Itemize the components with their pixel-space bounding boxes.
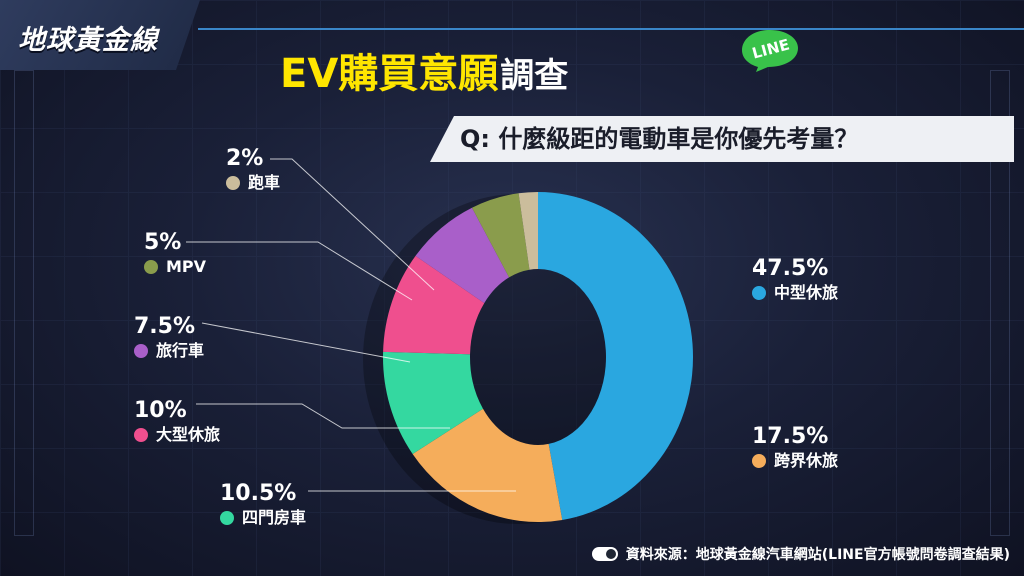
data-label: 7.5% — [134, 314, 196, 339]
toggle-icon — [591, 547, 618, 561]
source-text: 資料來源：地球黃金線汽車網站(LINE官方帳號問卷調查結果) — [625, 547, 1010, 563]
legend-dot-icon — [134, 344, 148, 358]
question-text: Q: 什麼級距的電動車是你優先考量？ — [460, 125, 859, 153]
donut-slice-7 — [518, 192, 538, 270]
legend-entry: MPV — [144, 256, 206, 278]
legend-label: 旅行車 — [156, 341, 205, 360]
legend-label: MPV — [166, 257, 207, 276]
legend-label: 中型休旅 — [774, 283, 839, 302]
leader-line-4 — [196, 403, 450, 429]
page-title: EV購買意願 調查 — [280, 40, 568, 100]
donut-slice-1 — [538, 192, 693, 520]
question-banner — [430, 116, 1014, 162]
brand-logo — [0, 0, 200, 70]
leader-lines — [186, 158, 516, 492]
right-rail — [990, 70, 1010, 536]
data-label: 47.5% — [752, 256, 829, 281]
data-label: 2% — [226, 146, 264, 171]
callout-3: 10.5% 四門房車 — [220, 481, 306, 529]
data-label: 10% — [134, 398, 187, 423]
source-note: 資料來源：地球黃金線汽車網站(LINE官方帳號問卷調查結果) — [591, 544, 1010, 564]
legend-label: 跨界休旅 — [774, 451, 839, 470]
leader-line-6 — [186, 241, 413, 301]
legend-label: 跑車 — [248, 173, 281, 192]
legend-entry: 中型休旅 — [752, 282, 838, 304]
callout-4: 10% 大型休旅 — [134, 398, 220, 446]
legend-dot-icon — [220, 511, 234, 525]
legend-entry: 旅行車 — [134, 340, 204, 362]
legend-entry: 四門房車 — [220, 507, 306, 529]
donut-slice-5 — [415, 207, 510, 304]
legend-dot-icon — [752, 454, 766, 468]
header-stripe — [198, 28, 1024, 30]
data-label: 10.5% — [220, 481, 297, 506]
legend-dot-icon — [226, 176, 240, 190]
line-logo-icon: LINE — [742, 30, 798, 72]
data-label: 5% — [144, 230, 182, 255]
legend-entry: 跑車 — [226, 172, 280, 194]
callout-6: 5% MPV — [144, 230, 206, 278]
left-rail — [14, 70, 34, 536]
callout-1: 47.5% 中型休旅 — [752, 256, 838, 304]
title-sub: 調查 — [500, 56, 569, 96]
leader-line-7 — [270, 158, 435, 291]
legend-dot-icon — [144, 260, 158, 274]
donut-slices — [363, 192, 693, 524]
leader-line-5 — [201, 322, 411, 363]
callout-2: 17.5% 跨界休旅 — [752, 424, 838, 472]
donut-slice-6 — [472, 193, 530, 278]
donut-slice-2 — [412, 408, 563, 522]
callout-7: 2% 跑車 — [226, 146, 280, 194]
data-label: 17.5% — [752, 424, 829, 449]
legend-label: 大型休旅 — [156, 425, 221, 444]
legend-dot-icon — [134, 428, 148, 442]
legend-entry: 大型休旅 — [134, 424, 220, 446]
legend-dot-icon — [752, 286, 766, 300]
donut-slice-4 — [383, 255, 485, 355]
title-main: EV購買意願 — [280, 51, 499, 97]
legend-entry: 跨界休旅 — [752, 450, 838, 472]
legend-label: 四門房車 — [242, 508, 307, 527]
brand-logo-text: 地球黃金線 — [18, 25, 158, 56]
callout-5: 7.5% 旅行車 — [134, 314, 204, 362]
